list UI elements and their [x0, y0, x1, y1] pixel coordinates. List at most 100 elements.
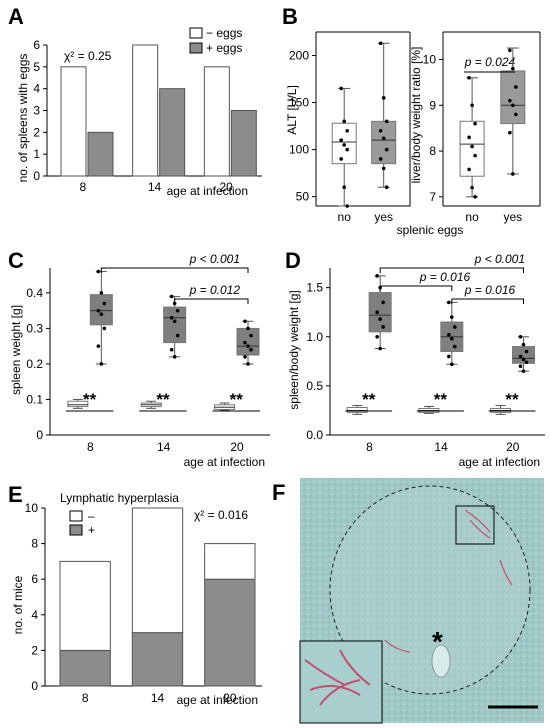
d-y-tick-label: 1.5: [306, 281, 323, 295]
d-y-tick-label: 0.0: [306, 428, 323, 442]
b-alt-yes-point: [378, 157, 383, 161]
c-plus-14-point: [172, 355, 177, 359]
legend-swatch-minus: [69, 510, 83, 522]
panel-c-p-value-2: p = 0.012: [189, 283, 241, 297]
panel-d-x-label: age at infection: [459, 455, 540, 469]
c-stars-14: **: [156, 390, 170, 409]
panel-e-y-label: no. of mice: [11, 575, 25, 634]
d-plus-14-point: [447, 333, 451, 337]
c-y-tick-label: 0.3: [26, 321, 43, 335]
b-alt-x-tick-label: no: [338, 210, 352, 224]
a-bar-plus-8: [87, 131, 114, 177]
c-plus-8-point: [102, 326, 107, 331]
b-ratio-yes-box: [500, 70, 526, 125]
b-alt-no-point: [342, 143, 347, 147]
d-plus-8-point: [381, 300, 385, 305]
c-plus-8-point: [96, 308, 101, 313]
d-x-tick-label: 20: [506, 440, 520, 454]
e-y-tick-label: 4: [31, 608, 38, 622]
panel-c-x-label: age at infection: [184, 455, 265, 469]
panel-a-letter: A: [8, 4, 24, 29]
e-bar-plus-20: [204, 578, 256, 687]
b-ratio-no-point: [473, 121, 477, 126]
c-y-tick-label: 0: [36, 428, 43, 442]
panel-a-x-label: age at infection: [167, 184, 248, 198]
e-bar-minus-8: [59, 560, 111, 651]
panel-b-x-label: splenic eggs: [397, 223, 464, 237]
b-alt-no-point: [342, 185, 347, 189]
d-plus-14-point: [447, 300, 451, 305]
panel-a-chi-square: χ² = 0.25: [64, 49, 112, 63]
panel-b-p-value: p = 0.024: [464, 55, 516, 69]
e-bar-plus-14: [131, 632, 184, 687]
legend-swatch-plus: [69, 524, 83, 536]
d-plus-8-point: [375, 310, 379, 315]
c-plus-14-point: [169, 347, 174, 352]
stained-fibers: [384, 509, 513, 653]
c-plus-20-point: [243, 340, 247, 345]
b-ratio-yes-point: [508, 130, 512, 135]
d-x-tick-label: 8: [366, 440, 373, 454]
c-plus-14-point: [175, 308, 180, 313]
c-plus-14-point: [172, 319, 177, 324]
b-alt-yes-point: [378, 41, 383, 46]
b-ratio-no-box: [459, 120, 485, 177]
c-plus-8-point: [99, 312, 104, 316]
c-y-tick-label: 0.2: [26, 357, 43, 371]
b-alt-y-tick-label: 200: [289, 49, 309, 63]
b-alt-no-point: [345, 128, 350, 133]
b-ratio-no-point: [470, 103, 474, 108]
d-bracket-1: [379, 267, 524, 273]
b-alt-no-point: [345, 147, 350, 152]
c-plus-14-point: [169, 315, 174, 320]
b-alt-yes-point: [384, 119, 389, 124]
d-plus-20-point: [524, 360, 529, 365]
d-plus-8-point: [378, 346, 382, 351]
legend-label-minus-eggs: − eggs: [206, 26, 242, 40]
c-minus-8-box: [67, 400, 89, 408]
c-plus-8-point: [99, 291, 104, 295]
b-ratio-x-tick-label: no: [465, 210, 479, 224]
e-x-tick-label: 8: [82, 691, 89, 705]
panel-d-p-value-3: p = 0.016: [464, 283, 516, 297]
a-y-tick-label: 6: [33, 38, 40, 52]
b-ratio-yes-point: [514, 112, 518, 117]
b-ratio-x-tick-label: yes: [503, 210, 522, 224]
d-x-tick-label: 14: [434, 440, 448, 454]
c-plus-20-point: [243, 355, 247, 359]
c-plus-14-point: [175, 333, 180, 338]
b-alt-no-point: [345, 204, 350, 208]
c-x-tick-label: 8: [87, 440, 94, 454]
d-plus-8-box: [368, 292, 392, 333]
panel-b-letter: B: [282, 4, 298, 29]
panel-e-x-label: age at infection: [177, 693, 258, 707]
c-plus-20-box: [236, 327, 260, 356]
e-x-tick-label: 20: [223, 691, 237, 705]
b-alt-yes-point: [381, 166, 386, 171]
c-bracket-2: [174, 298, 249, 304]
c-plus-8-box: [89, 294, 113, 326]
c-x-tick-label: 14: [157, 440, 171, 454]
d-plus-20-point: [518, 354, 523, 359]
a-bar-minus-8: [60, 66, 87, 177]
a-x-tick-label: 20: [219, 180, 233, 194]
b-ratio-y-tick-label: 7: [429, 190, 436, 204]
panel-d-letter: D: [285, 248, 301, 273]
b-ratio-no-point: [467, 75, 471, 80]
b-ratio-no-point: [473, 153, 477, 158]
b-ratio-y-tick-label: 10: [423, 52, 437, 66]
d-plus-20-point: [521, 357, 526, 362]
panel-a-plot: 0 1 2 3 4 5 6 8 14 20: [33, 38, 262, 194]
d-plus-14-point: [450, 362, 454, 367]
panel-b-ratio-plot: 7 8 9 10 no yes: [423, 31, 541, 224]
e-y-tick-label: 10: [25, 501, 39, 515]
c-plus-8-point: [96, 269, 101, 274]
c-plus-8-point: [102, 301, 107, 306]
b-ratio-no-point: [470, 144, 474, 149]
e-y-tick-label: 2: [31, 643, 38, 657]
legend-label-plus: +: [88, 523, 95, 537]
d-plus-8-point: [375, 334, 379, 339]
b-ratio-yes-point: [511, 66, 515, 71]
e-bar-minus-14: [131, 507, 184, 634]
b-ratio-no-point: [473, 195, 477, 199]
